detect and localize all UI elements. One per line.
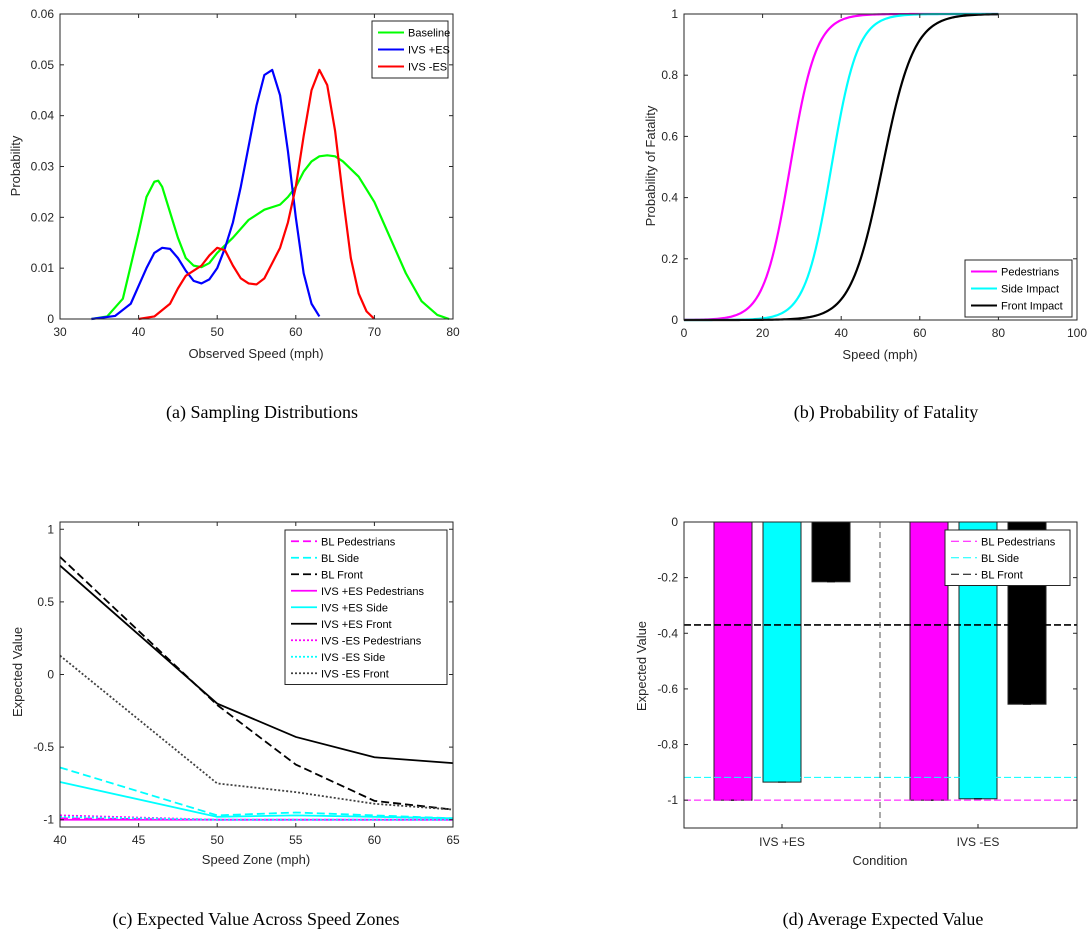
y-tick-label: 0.2 [661, 252, 678, 266]
legend-label-ivs-es-front: IVS -ES Front [321, 668, 389, 680]
series-line-bl-front [59, 556, 454, 811]
y-tick-label: 0 [671, 313, 678, 327]
caption-d: (d) Average Expected Value [783, 909, 984, 930]
x-tick-label: 50 [211, 325, 225, 339]
legend-label-ivs-es-pedestrians: IVS -ES Pedestrians [321, 635, 422, 647]
bar-ivs-es-0 [713, 521, 753, 801]
legend-label-bl-pedestrians: BL Pedestrians [321, 536, 396, 548]
legend-label-pedestrians: Pedestrians [1001, 267, 1060, 279]
x-tick-label: 45 [132, 833, 146, 847]
series-line-ivs-es [138, 68, 376, 321]
y-tick-label: -0.5 [33, 740, 54, 754]
y-tick-label: 0.06 [31, 7, 55, 21]
series-line-ivs-es-side [59, 781, 454, 820]
series-line-side-impact [683, 12, 999, 322]
legend-label-ivs-es: IVS -ES [408, 62, 447, 74]
legend-label-baseline: Baseline [408, 28, 450, 40]
bar-ivs-es-1 [762, 521, 802, 783]
caption-a: (a) Sampling Distributions [166, 402, 358, 423]
panel-probability-of-fatality: 0 20 40 60 80 100 0 0.2 0.4 0.6 0.8 1 Speed (mph) P… [643, 7, 1087, 362]
x-axis-label: Observed Speed (mph) [188, 346, 323, 361]
caption-c: (c) Expected Value Across Speed Zones [112, 909, 399, 930]
panel-average-expected-value: 0 -0.2 -0.4 -0.6 -0.8 -1 IVS +ES IVS -ES Condit… [634, 515, 1078, 868]
series-line-pedestrians [683, 12, 999, 322]
bar-ivs-es-2 [811, 521, 851, 583]
x-axis-label: Speed (mph) [842, 347, 917, 362]
series-line-front-impact [683, 13, 999, 322]
y-tick-label: 0.6 [661, 129, 678, 143]
y-axis-label: Expected Value [10, 627, 25, 717]
y-tick-label: -1 [667, 793, 678, 807]
x-tick-label: 0 [681, 326, 688, 340]
panel-sampling-distributions: 30 40 50 60 70 80 0 0.01 0.02 0.03 0.04 0.05 0.06 Ob… [8, 7, 460, 361]
y-tick-label: 0.8 [661, 68, 678, 82]
y-tick-label: -0.2 [657, 571, 678, 585]
y-tick-label: 1 [671, 7, 678, 21]
y-tick-label: -1 [43, 813, 54, 827]
x-axis-label: Speed Zone (mph) [202, 852, 310, 867]
y-tick-label: 0.02 [31, 210, 55, 224]
legend-label-bl-side: BL Side [981, 553, 1019, 565]
legend-label-bl-front: BL Front [981, 569, 1023, 581]
y-axis-label: Expected Value [634, 621, 649, 711]
series-line-ivs-es-front [59, 564, 454, 764]
x-tick-label: 70 [368, 325, 382, 339]
y-tick-label: 0 [671, 515, 678, 529]
legend-label-ivs-es: IVS +ES [408, 45, 450, 57]
y-tick-label: 0 [47, 668, 54, 682]
y-tick-label: 0.4 [661, 191, 678, 205]
series-line-bl-side [59, 766, 454, 820]
y-tick-label: -0.6 [657, 682, 678, 696]
y-tick-label: 0 [47, 312, 54, 326]
y-tick-label: 0.05 [31, 58, 55, 72]
plot-frame [683, 13, 1078, 321]
bar-ivs-es-0 [909, 521, 949, 801]
legend-label-bl-side: BL Side [321, 553, 359, 565]
y-tick-label: 0.5 [37, 595, 54, 609]
series-line-ivs-es-front [59, 654, 454, 811]
legend-label-bl-pedestrians: BL Pedestrians [981, 536, 1056, 548]
x-tick-label: 40 [835, 326, 849, 340]
series-line-baseline [91, 154, 450, 321]
y-tick-label: -0.8 [657, 738, 678, 752]
legend-label-ivs-es-pedestrians: IVS +ES Pedestrians [321, 586, 425, 598]
x-tick-label: 100 [1067, 326, 1087, 340]
y-tick-label: -0.4 [657, 626, 678, 640]
x-tick-label: 60 [913, 326, 927, 340]
x-tick-label: 80 [446, 325, 460, 339]
y-tick-label: 0.04 [31, 109, 55, 123]
legend-label-ivs-es-side: IVS -ES Side [321, 652, 385, 664]
y-axis-label: Probability of Fatality [643, 105, 658, 226]
x-tick-label: 60 [368, 833, 382, 847]
x-tick-label: IVS -ES [957, 835, 1000, 849]
legend-box [944, 529, 1071, 586]
panel-expected-value-speed-zones: 40 45 50 55 60 65 -1 -0.5 0 0.5 1 Speed Zone (mph)… [10, 521, 460, 867]
legend-label-bl-front: BL Front [321, 569, 363, 581]
legend-label-ivs-es-side: IVS +ES Side [321, 602, 388, 614]
plot-frame [683, 521, 1078, 829]
series-line-ivs-es [91, 68, 321, 321]
legend-label-ivs-es-front: IVS +ES Front [321, 619, 392, 631]
legend-label-front-impact: Front Impact [1001, 301, 1063, 313]
x-tick-label: 80 [992, 326, 1006, 340]
x-tick-label: 20 [756, 326, 770, 340]
x-tick-label: 55 [289, 833, 303, 847]
x-tick-label: 50 [211, 833, 225, 847]
x-tick-label: 65 [446, 833, 460, 847]
x-tick-label: IVS +ES [759, 835, 805, 849]
y-tick-label: 1 [47, 522, 54, 536]
x-tick-label: 30 [53, 325, 67, 339]
x-tick-label: 40 [132, 325, 146, 339]
x-tick-label: 60 [289, 325, 303, 339]
series-line-ivs-es-side [59, 815, 453, 821]
caption-b: (b) Probability of Fatality [794, 402, 978, 423]
x-tick-label: 40 [53, 833, 67, 847]
y-tick-label: 0.01 [31, 261, 55, 275]
y-tick-label: 0.03 [31, 160, 55, 174]
x-axis-label: Condition [853, 853, 908, 868]
legend-label-side-impact: Side Impact [1001, 284, 1059, 296]
y-axis-label: Probability [8, 135, 23, 196]
